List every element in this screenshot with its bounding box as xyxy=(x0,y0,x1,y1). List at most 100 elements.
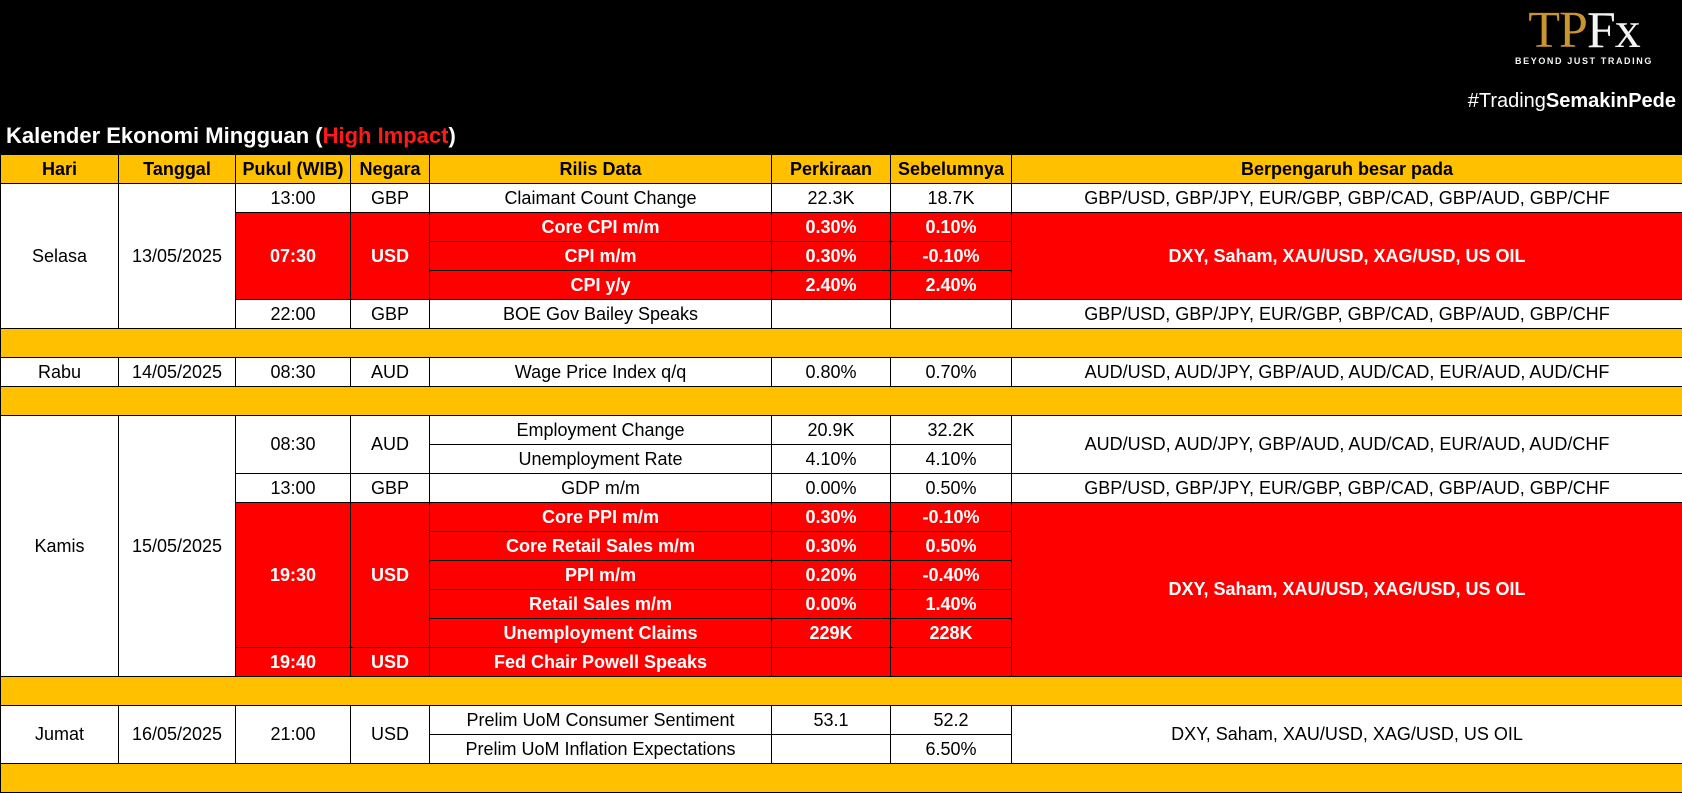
header-row: Hari Tanggal Pukul (WIB) Negara Rilis Da… xyxy=(1,155,1682,184)
event-cell: Retail Sales m/m xyxy=(430,590,772,619)
country-cell: AUD xyxy=(351,358,430,387)
previous-cell: -0.10% xyxy=(891,503,1012,532)
title-end: ) xyxy=(448,123,455,148)
country-cell: USD xyxy=(351,503,430,648)
separator-row xyxy=(1,677,1682,706)
impact-cell: GBP/USD, GBP/JPY, EUR/GBP, GBP/CAD, GBP/… xyxy=(1012,300,1682,329)
separator-row xyxy=(1,387,1682,416)
col-berpengaruh: Berpengaruh besar pada xyxy=(1012,155,1682,184)
forecast-cell xyxy=(772,735,891,764)
previous-cell: 228K xyxy=(891,619,1012,648)
date-cell: 13/05/2025 xyxy=(119,184,236,329)
impact-cell: DXY, Saham, XAU/USD, XAG/USD, US OIL xyxy=(1012,503,1682,677)
country-cell: GBP xyxy=(351,474,430,503)
country-cell: GBP xyxy=(351,184,430,213)
previous-cell: 0.70% xyxy=(891,358,1012,387)
country-cell: USD xyxy=(351,213,430,300)
hashtag: #TradingSemakinPede xyxy=(1468,90,1676,113)
forecast-cell: 0.30% xyxy=(772,213,891,242)
previous-cell: 0.10% xyxy=(891,213,1012,242)
logo-tagline: BEYOND JUST TRADING xyxy=(1498,56,1670,66)
page-header: TPFx BEYOND JUST TRADING #TradingSemakin… xyxy=(0,0,1682,154)
event-cell: BOE Gov Bailey Speaks xyxy=(430,300,772,329)
forecast-cell: 229K xyxy=(772,619,891,648)
previous-cell: -0.10% xyxy=(891,242,1012,271)
forecast-cell: 0.00% xyxy=(772,590,891,619)
event-cell: Fed Chair Powell Speaks xyxy=(430,648,772,677)
forecast-cell: 0.80% xyxy=(772,358,891,387)
event-cell: Employment Change xyxy=(430,416,772,445)
forecast-cell xyxy=(772,300,891,329)
logo-mark: TPFx xyxy=(1498,4,1670,58)
time-cell: 22:00 xyxy=(236,300,351,329)
time-cell: 13:00 xyxy=(236,474,351,503)
previous-cell: 18.7K xyxy=(891,184,1012,213)
date-cell: 15/05/2025 xyxy=(119,416,236,677)
event-cell: Core CPI m/m xyxy=(430,213,772,242)
separator xyxy=(1,387,1682,416)
previous-cell: 52.2 xyxy=(891,706,1012,735)
previous-cell: 6.50% xyxy=(891,735,1012,764)
hashtag-prefix: #Trading xyxy=(1468,90,1546,112)
economic-calendar-table: Hari Tanggal Pukul (WIB) Negara Rilis Da… xyxy=(0,154,1682,793)
country-cell: AUD xyxy=(351,416,430,474)
country-cell: USD xyxy=(351,648,430,677)
event-cell: Core Retail Sales m/m xyxy=(430,532,772,561)
impact-cell: DXY, Saham, XAU/USD, XAG/USD, US OIL xyxy=(1012,706,1682,764)
country-cell: USD xyxy=(351,706,430,764)
time-cell: 19:40 xyxy=(236,648,351,677)
forecast-cell: 22.3K xyxy=(772,184,891,213)
table-row: Kamis 15/05/2025 08:30 AUD Employment Ch… xyxy=(1,416,1682,445)
previous-cell: 1.40% xyxy=(891,590,1012,619)
impact-cell: AUD/USD, AUD/JPY, GBP/AUD, AUD/CAD, EUR/… xyxy=(1012,416,1682,474)
forecast-cell: 0.30% xyxy=(772,242,891,271)
forecast-cell: 2.40% xyxy=(772,271,891,300)
event-cell: CPI m/m xyxy=(430,242,772,271)
separator xyxy=(1,677,1682,706)
forecast-cell: 53.1 xyxy=(772,706,891,735)
title-main: Kalender Ekonomi Mingguan ( xyxy=(6,123,323,148)
day-cell: Kamis xyxy=(1,416,119,677)
col-perkiraan: Perkiraan xyxy=(772,155,891,184)
forecast-cell: 0.30% xyxy=(772,503,891,532)
page-title: Kalender Ekonomi Mingguan (High Impact) xyxy=(6,123,456,149)
logo-fx: Fx xyxy=(1587,2,1640,59)
time-cell: 07:30 xyxy=(236,213,351,300)
event-cell: Claimant Count Change xyxy=(430,184,772,213)
day-cell: Selasa xyxy=(1,184,119,329)
previous-cell: 4.10% xyxy=(891,445,1012,474)
forecast-cell: 20.9K xyxy=(772,416,891,445)
separator xyxy=(1,329,1682,358)
forecast-cell: 0.20% xyxy=(772,561,891,590)
table-row: 19:30 USD Core PPI m/m 0.30% -0.10% DXY,… xyxy=(1,503,1682,532)
event-cell: PPI m/m xyxy=(430,561,772,590)
impact-cell: AUD/USD, AUD/JPY, GBP/AUD, AUD/CAD, EUR/… xyxy=(1012,358,1682,387)
separator-row xyxy=(1,764,1682,793)
day-cell: Jumat xyxy=(1,706,119,764)
forecast-cell: 0.30% xyxy=(772,532,891,561)
col-hari: Hari xyxy=(1,155,119,184)
forecast-cell: 4.10% xyxy=(772,445,891,474)
col-negara: Negara xyxy=(351,155,430,184)
table-row: 13:00 GBP GDP m/m 0.00% 0.50% GBP/USD, G… xyxy=(1,474,1682,503)
table-row: Selasa 13/05/2025 13:00 GBP Claimant Cou… xyxy=(1,184,1682,213)
event-cell: Prelim UoM Consumer Sentiment xyxy=(430,706,772,735)
tpfx-logo: TPFx BEYOND JUST TRADING xyxy=(1498,4,1670,64)
day-cell: Rabu xyxy=(1,358,119,387)
table-row: 22:00 GBP BOE Gov Bailey Speaks GBP/USD,… xyxy=(1,300,1682,329)
previous-cell xyxy=(891,648,1012,677)
col-pukul: Pukul (WIB) xyxy=(236,155,351,184)
logo-tp: TP xyxy=(1528,2,1587,59)
date-cell: 14/05/2025 xyxy=(119,358,236,387)
event-cell: CPI y/y xyxy=(430,271,772,300)
event-cell: GDP m/m xyxy=(430,474,772,503)
event-cell: Core PPI m/m xyxy=(430,503,772,532)
time-cell: 13:00 xyxy=(236,184,351,213)
impact-cell: GBP/USD, GBP/JPY, EUR/GBP, GBP/CAD, GBP/… xyxy=(1012,474,1682,503)
previous-cell: 0.50% xyxy=(891,532,1012,561)
time-cell: 08:30 xyxy=(236,358,351,387)
event-cell: Unemployment Rate xyxy=(430,445,772,474)
time-cell: 19:30 xyxy=(236,503,351,648)
table-row: Rabu 14/05/2025 08:30 AUD Wage Price Ind… xyxy=(1,358,1682,387)
impact-cell: GBP/USD, GBP/JPY, EUR/GBP, GBP/CAD, GBP/… xyxy=(1012,184,1682,213)
